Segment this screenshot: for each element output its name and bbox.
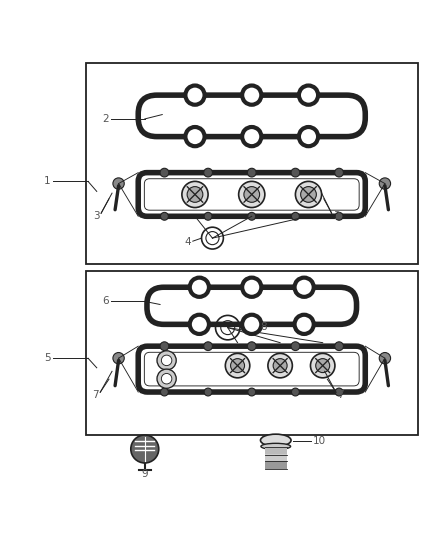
Circle shape (335, 212, 343, 220)
Circle shape (379, 178, 391, 189)
Circle shape (300, 187, 316, 203)
Circle shape (113, 352, 124, 364)
Circle shape (204, 388, 212, 396)
Circle shape (248, 212, 256, 220)
Circle shape (242, 85, 261, 105)
Text: 9: 9 (141, 470, 148, 479)
Circle shape (160, 212, 168, 220)
Bar (265, 461, 287, 469)
Ellipse shape (261, 434, 291, 446)
Circle shape (204, 342, 212, 351)
Circle shape (335, 388, 343, 396)
Circle shape (273, 359, 287, 373)
Circle shape (379, 352, 391, 364)
Circle shape (291, 342, 300, 351)
Circle shape (185, 127, 205, 146)
Text: 6: 6 (102, 296, 109, 306)
Circle shape (247, 168, 256, 177)
Circle shape (335, 342, 343, 351)
Circle shape (204, 212, 212, 220)
Text: 7: 7 (337, 390, 344, 400)
Circle shape (248, 388, 256, 396)
Bar (86, 63, 418, 264)
FancyBboxPatch shape (152, 293, 351, 319)
Circle shape (182, 181, 208, 207)
Ellipse shape (261, 443, 290, 449)
Text: 5: 5 (44, 353, 51, 363)
Circle shape (161, 374, 172, 384)
Text: 1: 1 (44, 176, 51, 187)
Circle shape (294, 278, 314, 297)
Circle shape (295, 181, 321, 207)
Bar (86, 271, 418, 434)
Bar (265, 454, 287, 461)
Circle shape (185, 85, 205, 105)
Text: 4: 4 (184, 238, 191, 247)
Circle shape (247, 342, 256, 351)
Circle shape (268, 353, 292, 378)
Circle shape (113, 178, 124, 189)
Circle shape (291, 168, 300, 177)
Circle shape (242, 278, 261, 297)
Circle shape (157, 369, 176, 389)
Text: 7: 7 (92, 390, 99, 400)
Circle shape (242, 315, 261, 334)
Circle shape (225, 353, 250, 378)
Text: 8: 8 (261, 322, 267, 332)
Circle shape (299, 85, 318, 105)
Circle shape (157, 351, 176, 370)
Circle shape (311, 353, 335, 378)
Circle shape (294, 315, 314, 334)
Circle shape (161, 355, 172, 366)
Circle shape (190, 278, 209, 297)
FancyBboxPatch shape (144, 100, 360, 131)
Circle shape (190, 315, 209, 334)
Circle shape (230, 359, 244, 373)
Text: 10: 10 (313, 436, 326, 446)
Circle shape (131, 435, 159, 463)
Text: 3: 3 (93, 211, 100, 221)
Circle shape (242, 127, 261, 146)
Text: 3: 3 (334, 211, 340, 221)
Circle shape (160, 388, 168, 396)
Circle shape (335, 168, 343, 177)
FancyBboxPatch shape (145, 352, 359, 386)
Circle shape (299, 127, 318, 146)
Circle shape (291, 388, 299, 396)
Circle shape (160, 168, 169, 177)
Bar (265, 447, 287, 455)
Text: 2: 2 (102, 114, 109, 124)
Circle shape (244, 187, 260, 203)
Circle shape (239, 181, 265, 207)
Circle shape (316, 359, 330, 373)
Circle shape (160, 342, 169, 351)
Circle shape (187, 187, 203, 203)
Circle shape (204, 168, 212, 177)
FancyBboxPatch shape (145, 179, 359, 210)
Circle shape (291, 212, 299, 220)
